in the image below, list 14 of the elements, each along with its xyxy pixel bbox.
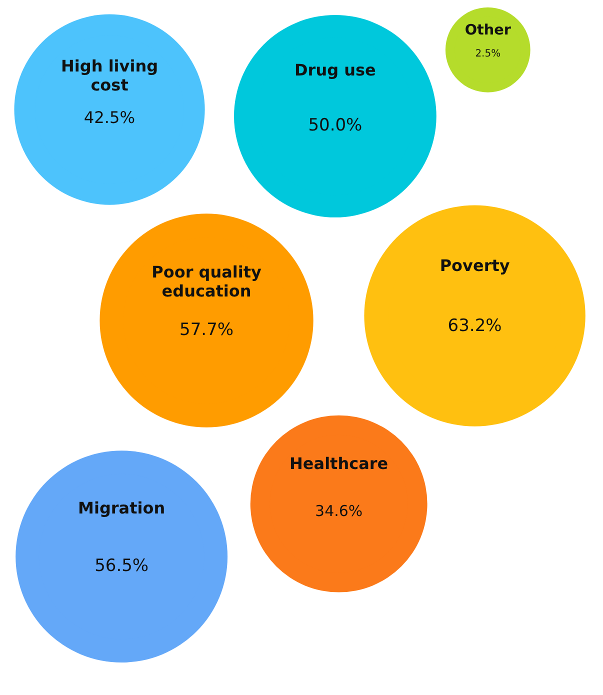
data-label: 57.7% [180, 320, 234, 340]
category-label: Poor quality education [152, 262, 262, 300]
category-label: Other [464, 22, 512, 39]
data-label: 2.5% [475, 48, 501, 60]
category-label: High living cost [61, 56, 158, 95]
category-label: Migration [78, 498, 166, 518]
data-label: 42.5% [84, 108, 136, 128]
category-label: Drug use [294, 60, 376, 80]
category-label: Healthcare [290, 454, 388, 473]
data-label: 63.2% [448, 316, 502, 336]
data-label: 34.6% [315, 502, 363, 520]
category-label: Poverty [440, 256, 510, 275]
data-label: 56.5% [94, 556, 149, 576]
data-label: 50.0% [308, 115, 362, 136]
